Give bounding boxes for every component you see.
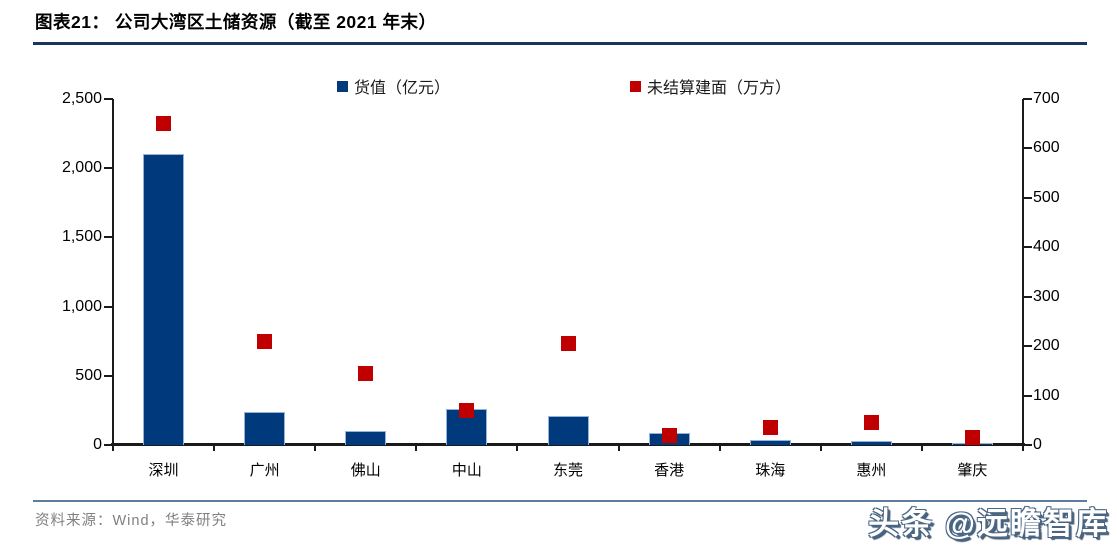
y-right-tick-label: 400 xyxy=(1033,238,1060,256)
title-divider xyxy=(33,42,1087,45)
figure-title: 图表21： 公司大湾区土储资源（截至 2021 年末） xyxy=(35,12,437,32)
bar-2 xyxy=(345,431,387,445)
y-left-tick xyxy=(104,374,113,377)
point-marker-3 xyxy=(459,402,475,418)
y-right-tick xyxy=(1023,98,1032,100)
bar-0 xyxy=(143,154,185,445)
plot-area xyxy=(113,99,1023,446)
y-left-tick-label: 2,500 xyxy=(61,90,102,107)
footer-divider xyxy=(33,500,1087,502)
x-label-6: 珠海 xyxy=(755,462,786,479)
x-axis-tick xyxy=(718,445,721,451)
y-right-tick-label: 600 xyxy=(1033,139,1060,157)
x-label-4: 东莞 xyxy=(552,462,583,479)
y-left-tick xyxy=(104,444,113,446)
watermark: 头条 @远瞻智库 xyxy=(868,506,1109,541)
y-right-tick xyxy=(1023,246,1032,249)
y-axis-left-line xyxy=(112,99,114,446)
y-right-tick xyxy=(1023,295,1032,298)
x-label-3: 中山 xyxy=(451,462,482,479)
y-right-tick-label: 700 xyxy=(1033,90,1060,107)
y-right-tick xyxy=(1023,394,1032,397)
point-marker-1 xyxy=(257,333,273,349)
y-right-tick xyxy=(1023,444,1032,446)
x-axis-tick xyxy=(213,445,216,451)
x-label-0: 深圳 xyxy=(148,462,179,479)
legend-swatch-point-icon xyxy=(630,80,641,92)
y-right-tick-label: 500 xyxy=(1033,188,1060,206)
y-right-tick-label: 0 xyxy=(1033,436,1042,453)
point-marker-7 xyxy=(863,415,879,431)
x-label-8: 肇庆 xyxy=(957,462,988,479)
y-left-tick-label: 500 xyxy=(75,366,102,384)
x-axis-tick xyxy=(1022,445,1024,451)
point-marker-0 xyxy=(156,116,172,132)
y-right-tick-label: 300 xyxy=(1033,287,1060,305)
x-label-7: 惠州 xyxy=(856,462,887,479)
legend-label-point-series: 未结算建面（万方） xyxy=(647,80,792,97)
y-right-tick xyxy=(1023,147,1032,150)
x-label-5: 香港 xyxy=(654,462,685,479)
y-left-tick xyxy=(104,167,113,170)
y-left-tick-label: 2,000 xyxy=(61,159,102,177)
y-right-tick-label: 200 xyxy=(1033,337,1060,355)
bar-4 xyxy=(547,415,589,445)
legend-swatch-bar-icon xyxy=(337,80,348,92)
y-left-tick xyxy=(104,305,113,308)
x-axis-tick xyxy=(415,445,418,451)
point-marker-4 xyxy=(560,336,576,352)
point-marker-6 xyxy=(762,420,778,436)
legend-item-point-series: 未结算建面（万方） xyxy=(630,74,791,98)
y-left-tick xyxy=(104,98,113,100)
bar-1 xyxy=(244,411,286,445)
y-right-tick xyxy=(1023,345,1032,348)
x-axis-tick xyxy=(819,445,822,451)
y-left-tick-label: 1,500 xyxy=(61,228,102,246)
x-axis-tick xyxy=(314,445,317,451)
x-axis-tick xyxy=(516,445,519,451)
y-axis-right-line xyxy=(1022,99,1024,446)
x-label-1: 广州 xyxy=(249,462,280,479)
y-right-tick xyxy=(1023,196,1032,199)
x-axis-tick xyxy=(920,445,923,451)
x-label-2: 佛山 xyxy=(350,462,381,479)
point-marker-5 xyxy=(661,427,677,443)
y-left-tick-label: 0 xyxy=(93,436,102,453)
legend-item-bar-series: 货值（亿元） xyxy=(337,74,450,98)
x-axis-tick xyxy=(617,445,620,451)
bar-7 xyxy=(850,440,892,445)
y-left-tick-label: 1,000 xyxy=(61,297,102,315)
source-note: 资料来源：Wind，华泰研究 xyxy=(35,513,228,529)
point-marker-8 xyxy=(964,430,980,446)
point-marker-2 xyxy=(358,365,374,381)
bar-6 xyxy=(749,440,791,445)
y-left-tick xyxy=(104,236,113,239)
legend-label-bar-series: 货值（亿元） xyxy=(354,80,451,97)
x-axis-tick xyxy=(112,445,114,451)
y-right-tick-label: 100 xyxy=(1033,386,1060,404)
